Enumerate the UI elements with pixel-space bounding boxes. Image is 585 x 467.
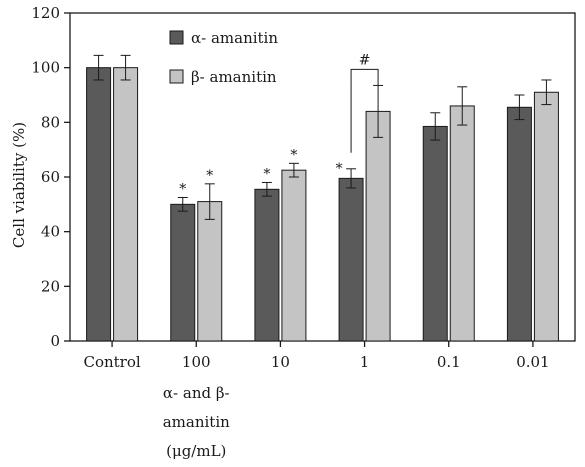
legend-label: β- amanitin [191, 68, 277, 86]
x-tick-label: 0.1 [437, 353, 461, 371]
significance-bracket [350, 68, 379, 153]
y-tick-label: 20 [41, 277, 60, 295]
y-tick-label: 40 [41, 223, 60, 241]
bar [449, 105, 475, 342]
bar [533, 91, 559, 342]
bar [254, 188, 280, 342]
significance-marker: * [336, 161, 343, 177]
bar [365, 110, 391, 342]
y-tick-label: 80 [41, 113, 60, 131]
significance-marker: * [290, 147, 297, 163]
x-tick-label: Control [83, 353, 140, 371]
bar [281, 169, 307, 342]
plot-frame [69, 12, 576, 342]
y-tick-label: 60 [41, 168, 60, 186]
bar [506, 106, 532, 342]
bar [113, 67, 139, 342]
y-tick-label: 0 [50, 332, 60, 350]
legend-swatch [169, 30, 184, 45]
bar [86, 67, 112, 342]
legend-swatch [169, 69, 184, 84]
bar [422, 125, 448, 342]
y-tick-label: 100 [31, 59, 60, 77]
x-tick-label: 100 [182, 353, 211, 371]
legend-label: α- amanitin [191, 29, 278, 47]
bar [338, 177, 364, 342]
x-axis-note-line: amanitin [163, 413, 230, 431]
significance-marker: * [179, 182, 186, 198]
y-axis-label: Cell viability (%) [10, 122, 28, 248]
y-axis: Cell viability (%) [10, 122, 28, 248]
significance-marker: * [206, 168, 213, 184]
significance-marker: * [263, 166, 270, 182]
x-axis-note-line: α- and β- [163, 384, 230, 402]
x-tick-label: 1 [360, 353, 370, 371]
plot-area: 0 20 40 60 80 100 120 Control 100 10 1 0.1 0.01 * * * * *… [31, 4, 576, 460]
bracket-label: # [359, 52, 371, 68]
x-axis-note-line: (μg/mL) [166, 442, 226, 460]
x-tick-label: 0.01 [516, 353, 549, 371]
bar [170, 203, 196, 342]
x-tick-label: 10 [271, 353, 290, 371]
bar [197, 201, 223, 342]
y-tick-label: 120 [31, 4, 60, 22]
